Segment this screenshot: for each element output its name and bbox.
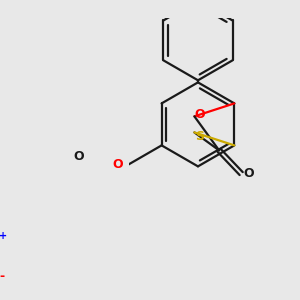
Text: +: +	[0, 231, 7, 241]
Text: -: -	[0, 270, 4, 283]
Text: S: S	[195, 130, 204, 143]
Text: O: O	[73, 150, 83, 163]
Text: O: O	[244, 167, 254, 180]
Text: N: N	[0, 234, 1, 248]
Text: O: O	[194, 108, 205, 121]
Text: O: O	[112, 158, 123, 171]
